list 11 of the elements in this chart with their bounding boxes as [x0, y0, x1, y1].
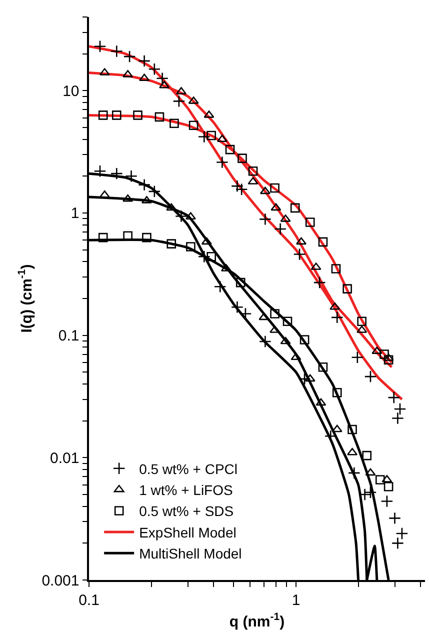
y-tick-label: 10 — [62, 82, 80, 100]
y-tick-label: 0.001 — [42, 572, 80, 590]
legend-label: 0.5 wt% + CPCl — [139, 460, 238, 477]
y-tick-label: 0.01 — [50, 450, 80, 467]
x-axis-title: q (nm$^{-1}$) — [229, 610, 285, 630]
legend-label: MultiShell Model — [139, 546, 242, 562]
legend-label: 0.5 wt% + SDS — [139, 503, 234, 520]
legend-label: 1 wt% + LiFOS — [139, 482, 233, 498]
y-tick-label: 0.1 — [58, 328, 80, 345]
legend-label: ExpShell Model — [139, 524, 236, 540]
y-tick-label: 1 — [70, 205, 80, 222]
